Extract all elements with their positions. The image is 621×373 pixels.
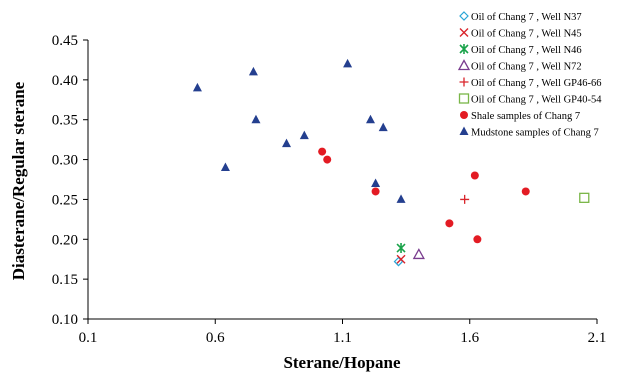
legend-item: Oil of Chang 7 , Well GP46-66: [459, 77, 602, 89]
data-point: [460, 194, 470, 204]
legend-label: Oil of Chang 7 , Well N72: [471, 62, 582, 73]
y-tick-label: 0.15: [52, 272, 78, 288]
data-point: [318, 147, 327, 156]
legend-label: Oil of Chang 7 , Well N45: [471, 29, 582, 40]
data-point: [192, 82, 202, 92]
data-point: [473, 235, 482, 244]
data-point: [396, 194, 406, 203]
data-point: [521, 187, 530, 196]
legend-label: Oil of Chang 7 , Well N46: [471, 45, 582, 56]
x-tick-label: 2.1: [588, 330, 607, 346]
x-tick-label: 0.1: [79, 330, 98, 346]
y-axis-title: Diasterane/Regular sterane: [9, 81, 28, 280]
y-tick-label: 0.20: [52, 232, 78, 248]
data-point: [378, 122, 388, 132]
legend-item: Oil of Chang 7 , Well N45: [459, 28, 582, 40]
legend-marker: [459, 28, 469, 37]
legend-item: Oil of Chang 7 , Well N72: [457, 59, 582, 73]
data-point: [365, 114, 375, 124]
data-point: [343, 58, 353, 68]
data-point: [470, 171, 479, 180]
legend-item: Oil of Chang 7 , Well N46: [459, 44, 582, 56]
data-point: [371, 178, 381, 187]
legend-label: Shale samples of Chang 7: [471, 111, 580, 122]
data-point: [396, 254, 406, 264]
legend-label: Mudstone samples of Chang 7: [471, 128, 599, 139]
data-point: [579, 192, 590, 203]
data-point: [299, 130, 309, 140]
legend-item: Oil of Chang 7 , Well N37: [459, 11, 582, 23]
legend: Oil of Chang 7 , Well N37 Oil of Chang 7 …: [457, 11, 602, 139]
legend-item: Shale samples of Chang 7: [460, 111, 580, 122]
legend-marker: [459, 126, 469, 135]
legend-label: Oil of Chang 7 , Well N37: [471, 12, 582, 23]
legend-marker: [459, 44, 469, 54]
y-tick-label: 0.40: [52, 73, 78, 89]
y-tick-label: 0.10: [52, 312, 78, 328]
legend-marker: [457, 59, 471, 71]
data-point: [371, 187, 380, 196]
data-point: [445, 219, 454, 228]
ticks: 0.1 0.6 1.1 1.6 2.1 0.10 0.15 0.20 0.25 0.30 0.35 0…: [52, 33, 607, 346]
data-point: [282, 138, 292, 148]
data-point: [323, 155, 332, 164]
y-tick-label: 0.35: [52, 113, 78, 129]
legend-marker: [460, 111, 468, 119]
data-point: [220, 162, 230, 172]
x-tick-label: 1.1: [333, 330, 352, 346]
y-tick-label: 0.45: [52, 33, 78, 49]
y-tick-label: 0.25: [52, 192, 78, 208]
y-tick-label: 0.30: [52, 153, 78, 169]
legend-item: Oil of Chang 7 , Well GP40-54: [458, 93, 602, 106]
data-points: [192, 58, 590, 267]
legend-marker: [459, 77, 469, 87]
legend-label: Oil of Chang 7 , Well GP40-54: [471, 95, 602, 106]
legend-label: Oil of Chang 7 , Well GP46-66: [471, 78, 602, 89]
legend-marker: [459, 11, 469, 21]
x-tick-label: 1.6: [460, 330, 479, 346]
data-point: [396, 243, 406, 254]
data-point: [412, 248, 425, 260]
x-tick-label: 0.6: [206, 330, 225, 346]
legend-marker: [458, 93, 470, 104]
data-point: [251, 114, 261, 124]
x-axis-title: Sterane/Hopane: [283, 353, 401, 372]
data-point: [248, 66, 258, 76]
legend-item: Mudstone samples of Chang 7: [459, 126, 599, 139]
